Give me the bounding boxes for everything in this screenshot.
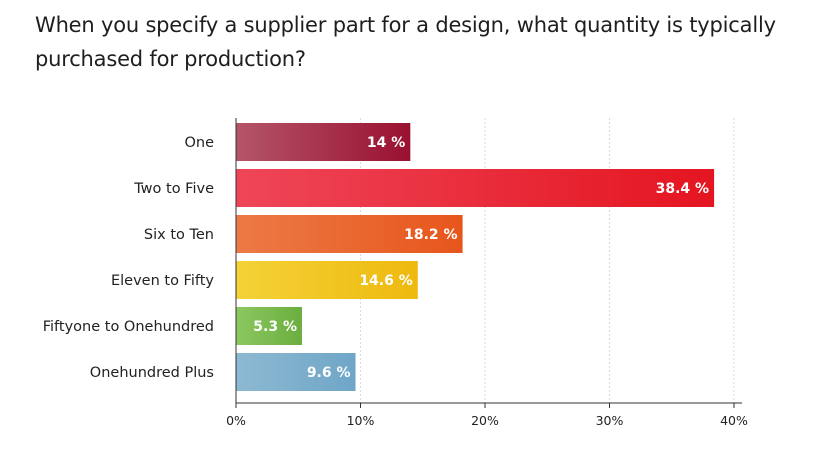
bar-two-to-five <box>236 169 715 207</box>
bar-one <box>236 123 411 161</box>
grid-lines <box>360 118 735 403</box>
category-label: One <box>184 135 214 151</box>
x-tick-label: 40% <box>720 413 748 428</box>
category-label: Eleven to Fifty <box>111 273 214 289</box>
bar-onehundred-plus <box>236 353 356 391</box>
x-axis <box>235 118 742 408</box>
x-tick-label: 10% <box>347 413 375 428</box>
bar-value-label: 5.3 % <box>253 319 297 335</box>
x-tick-label: 0% <box>226 413 246 428</box>
bar-fiftyone-to-onehundred <box>236 307 302 345</box>
bar-eleven-to-fifty <box>236 261 418 299</box>
bar-value-label: 14 % <box>367 135 405 151</box>
bar-value-label: 18.2 % <box>404 227 457 243</box>
bar-six-to-ten <box>236 215 463 253</box>
bar-value-label: 38.4 % <box>656 181 709 197</box>
x-tick-labels: 0% 10% 20% 30% 40% <box>226 413 748 428</box>
category-label: Fiftyone to Onehundred <box>43 319 214 335</box>
bars <box>236 123 715 391</box>
chart-title: When you specify a supplier part for a d… <box>35 13 776 71</box>
category-labels: One Two to Five Six to Ten Eleven to Fifty F… <box>43 135 215 381</box>
data-labels: 14 % 38.4 % 18.2 % 14.6 % 5.3 % 9.6 % <box>253 135 709 381</box>
category-label: Six to Ten <box>144 227 214 243</box>
x-tick-label: 30% <box>596 413 624 428</box>
x-tick-label: 20% <box>471 413 499 428</box>
bar-value-label: 9.6 % <box>307 365 351 381</box>
category-label: Two to Five <box>133 181 214 197</box>
bar-value-label: 14.6 % <box>359 273 412 289</box>
category-label: Onehundred Plus <box>90 365 214 381</box>
